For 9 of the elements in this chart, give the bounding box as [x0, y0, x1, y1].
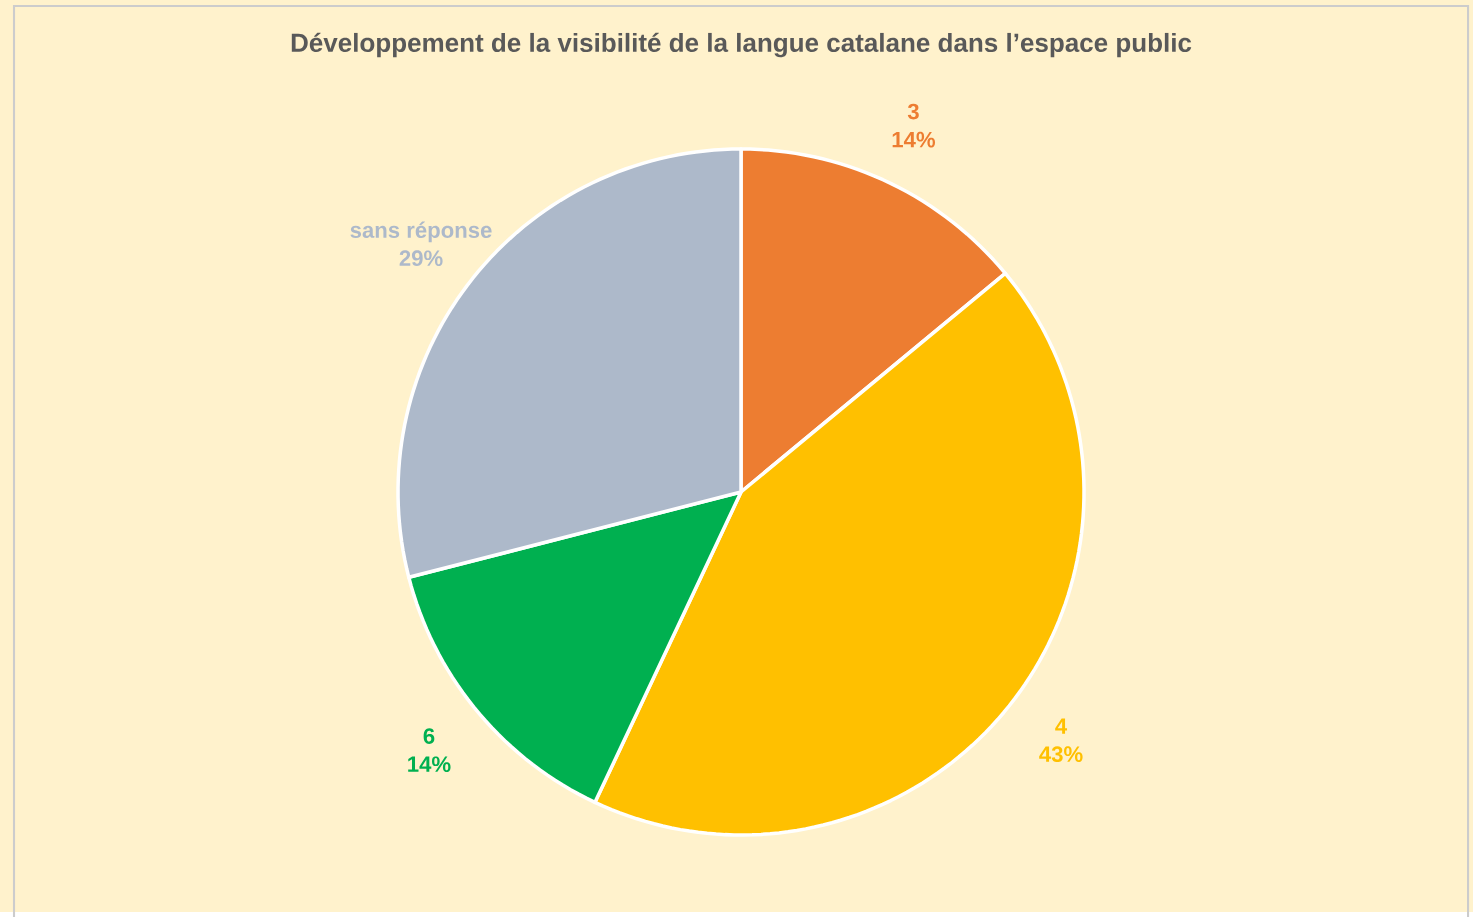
slice-label: 4 — [1055, 718, 1068, 734]
slice-label: 3 — [907, 103, 919, 120]
data-label: 14% — [892, 131, 936, 148]
chart-title: Développement de la visibilité de la langue catalane dans l’espace public — [291, 32, 1192, 58]
data-label: 43% — [1039, 746, 1083, 763]
data-label: 29% — [399, 250, 443, 267]
slice-label: 6 — [423, 728, 435, 744]
slice-label: sans réponse — [350, 221, 492, 243]
data-label: 14% — [408, 756, 451, 772]
